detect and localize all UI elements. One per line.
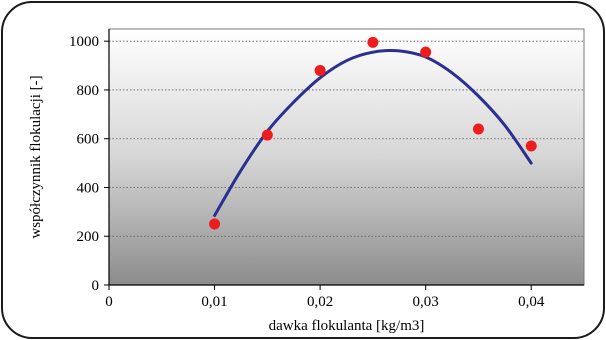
tick-labels: 0 200 400 600 800 1000 0 0,01 0,02 0,03 0,04 — [69, 34, 545, 310]
grid-lines — [109, 40, 584, 237]
data-point — [314, 64, 326, 76]
y-tick-label: 1000 — [69, 34, 99, 50]
x-tick-label: 0,03 — [413, 294, 439, 310]
data-points — [209, 36, 537, 230]
plot-area — [108, 28, 585, 286]
y-tick-label: 200 — [77, 229, 100, 245]
y-axis-title: współczynnik flokulacji [-] — [28, 75, 44, 238]
data-point — [472, 123, 484, 135]
x-tick-label: 0 — [105, 294, 113, 310]
axes — [104, 29, 584, 290]
data-point — [525, 140, 537, 152]
data-point — [209, 218, 221, 230]
x-tick-label: 0,01 — [201, 294, 227, 310]
data-point — [367, 36, 379, 48]
x-tick-label: 0,02 — [307, 294, 333, 310]
x-tick-label: 0,04 — [518, 294, 545, 310]
y-tick-label: 0 — [92, 278, 100, 294]
x-axis-title: dawka flokulanta [kg/m3] — [269, 318, 425, 334]
y-tick-label: 800 — [77, 83, 100, 99]
y-tick-label: 400 — [77, 180, 100, 196]
data-point — [261, 129, 273, 141]
data-point — [420, 46, 432, 58]
y-tick-label: 600 — [77, 132, 100, 148]
